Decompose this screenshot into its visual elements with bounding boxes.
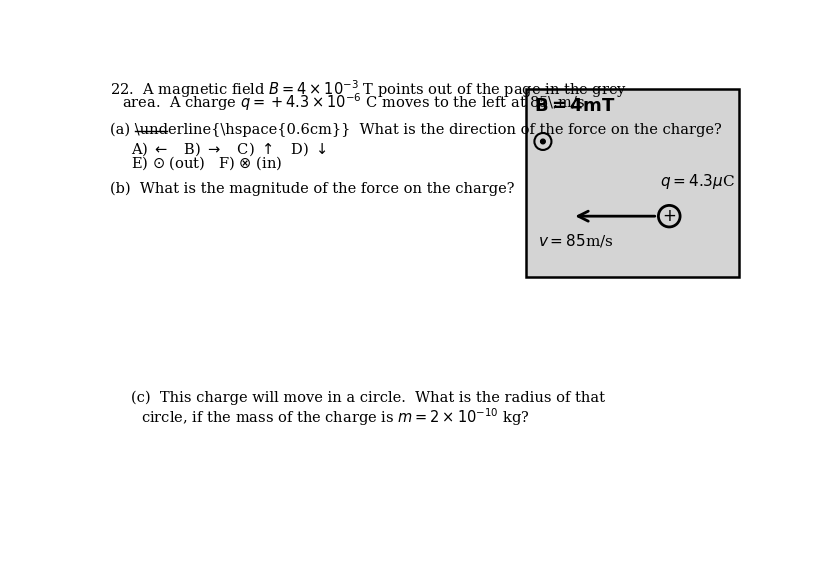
- FancyArrowPatch shape: [577, 211, 654, 221]
- Circle shape: [540, 139, 545, 144]
- Text: (b)  What is the magnitude of the force on the charge?: (b) What is the magnitude of the force o…: [109, 181, 514, 196]
- Text: (a) \underline{\hspace{0.6cm}}  What is the direction of the force on the charge: (a) \underline{\hspace{0.6cm}} What is t…: [109, 123, 720, 137]
- Text: 22.  A magnetic field $B = 4\times 10^{-3}$ T points out of the page in the grey: 22. A magnetic field $B = 4\times 10^{-3…: [109, 78, 626, 100]
- Text: area.  A charge $q = +4.3\times 10^{-6}$ C moves to the left at 85\,m/s.: area. A charge $q = +4.3\times 10^{-6}$ …: [122, 91, 589, 113]
- Text: A) $\leftarrow$   B) $\rightarrow$   C) $\uparrow$   D) $\downarrow$: A) $\leftarrow$ B) $\rightarrow$ C) $\up…: [131, 141, 326, 158]
- Bar: [525, 89, 739, 277]
- Text: $\mathbf{B = 4mT}$: $\mathbf{B = 4mT}$: [533, 97, 614, 115]
- Text: (c)  This charge will move in a circle.  What is the radius of that: (c) This charge will move in a circle. W…: [131, 391, 604, 405]
- Text: E) $\odot$ (out)   F) $\otimes$ (in): E) $\odot$ (out) F) $\otimes$ (in): [131, 155, 281, 172]
- Text: $q = 4.3\mu$C: $q = 4.3\mu$C: [659, 172, 734, 191]
- Text: $+$: $+$: [662, 208, 676, 225]
- Text: $v = 85$m/s: $v = 85$m/s: [537, 231, 613, 249]
- Text: circle, if the mass of the charge is $m = 2\times 10^{-10}$ kg?: circle, if the mass of the charge is $m …: [141, 406, 528, 428]
